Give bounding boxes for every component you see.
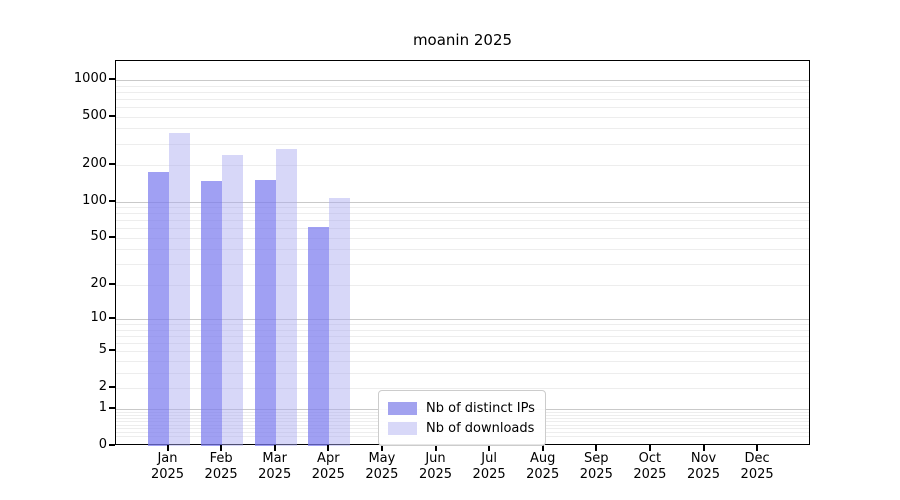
x-tick-label: Jan 2025: [150, 451, 185, 482]
y-tick-label: 5: [98, 342, 107, 358]
gridline-minor: [116, 228, 809, 230]
x-tick-mark: [434, 445, 437, 451]
y-tick-label: 1: [98, 400, 107, 416]
gridline-minor: [116, 324, 809, 326]
y-tick-label: 2: [98, 378, 107, 394]
gridline-minor: [116, 284, 809, 286]
legend-swatch-downloads: [388, 421, 417, 435]
bar-jan-distinct-ips: [147, 171, 169, 446]
y-tick-label: 50: [90, 228, 107, 244]
x-tick-label: Jun 2025: [418, 451, 453, 482]
y-tick-mark: [109, 316, 115, 319]
x-tick-mark: [648, 445, 651, 451]
x-tick-mark: [166, 445, 169, 451]
gridline-minor: [116, 128, 809, 130]
bar-jan-downloads: [168, 132, 190, 446]
x-tick-mark: [488, 445, 491, 451]
y-tick-mark: [109, 385, 115, 388]
x-tick-label: May 2025: [365, 451, 399, 482]
x-tick-label: Apr 2025: [311, 451, 345, 482]
legend-swatch-distinct-ips: [388, 401, 417, 415]
gridline-minor: [116, 387, 809, 389]
x-tick-mark: [756, 445, 759, 451]
legend-label-downloads: Nb of downloads: [426, 420, 535, 436]
gridline-minor: [116, 351, 809, 353]
plot-area: Nb of distinct IPs Nb of downloads: [115, 60, 810, 446]
bar-mar-distinct-ips: [254, 179, 276, 446]
legend-label-distinct-ips: Nb of distinct IPs: [426, 400, 535, 416]
gridline-minor: [116, 329, 809, 331]
x-tick-mark: [380, 445, 383, 451]
gridline-minor: [116, 165, 809, 167]
x-tick-mark: [541, 445, 544, 451]
y-tick-mark: [109, 114, 115, 117]
y-tick-label: 0: [98, 437, 107, 452]
gridline-major: [116, 80, 809, 82]
y-tick-mark: [109, 282, 115, 285]
gridline-minor: [116, 116, 809, 118]
x-tick-label: Oct 2025: [633, 451, 667, 482]
bar-feb-downloads: [222, 155, 244, 446]
y-tick-label: 10: [90, 309, 107, 325]
y-tick-mark: [109, 444, 115, 446]
x-tick-mark: [595, 445, 598, 451]
x-tick-label: Dec 2025: [740, 451, 774, 482]
gridline-minor: [116, 107, 809, 109]
x-tick-label: Nov 2025: [686, 451, 721, 482]
gridline-major: [116, 318, 809, 320]
x-tick-label: Aug 2025: [526, 451, 560, 482]
legend: Nb of distinct IPs Nb of downloads: [378, 390, 546, 446]
gridline-minor: [116, 237, 809, 239]
x-tick-label: Mar 2025: [258, 451, 292, 482]
gridline-minor: [116, 98, 809, 100]
bar-apr-distinct-ips: [308, 226, 330, 446]
y-tick-mark: [109, 235, 115, 238]
gridline-minor: [116, 91, 809, 93]
gridline-minor: [116, 143, 809, 145]
x-tick-label: Feb 2025: [204, 451, 238, 482]
gridline-minor: [116, 207, 809, 209]
gridline-minor: [116, 264, 809, 266]
gridline-minor: [116, 220, 809, 222]
x-tick-mark: [702, 445, 705, 451]
y-tick-label: 500: [82, 107, 107, 123]
x-tick-label: Jul 2025: [472, 451, 506, 482]
y-tick-label: 100: [82, 192, 107, 208]
y-tick-mark: [109, 349, 115, 352]
x-tick-mark: [220, 445, 223, 451]
bar-mar-downloads: [275, 148, 297, 446]
y-tick-label: 200: [82, 156, 107, 172]
y-tick-mark: [109, 78, 115, 81]
x-tick-mark: [273, 445, 276, 451]
gridline-minor: [116, 213, 809, 215]
y-tick-mark: [109, 199, 115, 202]
legend-row-downloads: Nb of downloads: [388, 418, 535, 438]
gridline-major: [116, 201, 809, 203]
y-tick-label: 20: [90, 275, 107, 291]
y-tick-mark: [109, 163, 115, 166]
x-tick-label: Sep 2025: [579, 451, 613, 482]
gridline-minor: [116, 335, 809, 337]
chart-title: moanin 2025: [412, 31, 513, 49]
bar-apr-downloads: [329, 197, 351, 446]
gridline-minor: [116, 249, 809, 251]
y-tick-mark: [109, 407, 115, 410]
y-axis: 0 1 2 5 10 20 50 100 200 500 1000: [0, 60, 107, 452]
x-tick-mark: [327, 445, 330, 451]
gridline-minor: [116, 85, 809, 87]
gridline-minor: [116, 342, 809, 344]
bar-feb-distinct-ips: [201, 181, 223, 446]
y-tick-label: 1000: [73, 71, 107, 87]
legend-row-distinct-ips: Nb of distinct IPs: [388, 398, 535, 418]
gridline-minor: [116, 372, 809, 374]
gridline-minor: [116, 360, 809, 362]
